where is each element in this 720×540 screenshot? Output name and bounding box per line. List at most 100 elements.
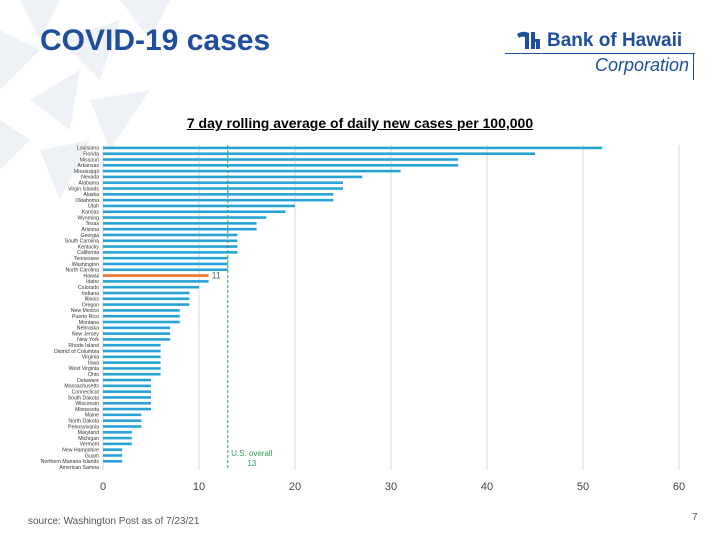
category-label: Virginia xyxy=(82,355,99,361)
category-label: Connecticut xyxy=(72,389,100,395)
category-label: West Virginia xyxy=(69,366,99,372)
bar xyxy=(103,361,161,364)
category-label: Illinois xyxy=(85,297,100,303)
bar xyxy=(103,164,459,167)
bank-of-hawaii-logo-icon xyxy=(517,31,540,49)
category-label: Kansas xyxy=(82,210,100,216)
category-label: Nevada xyxy=(81,175,99,181)
reference-line-value: 13 xyxy=(247,459,256,468)
category-label: District of Columbia xyxy=(54,349,99,355)
category-label: Texas xyxy=(85,221,99,227)
bar xyxy=(103,320,180,324)
bar xyxy=(103,187,343,190)
bar xyxy=(103,309,180,312)
source-note: source: Washington Post as of 7/23/21 xyxy=(28,516,200,527)
bar xyxy=(103,442,132,446)
bar xyxy=(103,303,190,306)
bar xyxy=(103,256,228,260)
category-label: Hawaii xyxy=(83,273,99,279)
category-label: Maine xyxy=(85,413,99,419)
category-label: South Dakota xyxy=(68,395,100,401)
logo-name: Bank of Hawaii xyxy=(547,30,683,51)
bar xyxy=(103,349,161,353)
background-star-decoration xyxy=(0,0,170,200)
category-label: Massachusetts xyxy=(64,384,99,390)
bar xyxy=(103,425,142,428)
category-label: Florida xyxy=(83,152,99,158)
category-label: Puerto Rico xyxy=(72,314,99,320)
bar xyxy=(103,390,151,393)
reference-line-label: U.S. overall xyxy=(231,449,273,458)
bar xyxy=(103,175,363,179)
bar xyxy=(103,158,459,161)
category-label: Nebraska xyxy=(77,326,99,332)
bar xyxy=(103,314,180,318)
category-label: Louisiana xyxy=(77,146,99,152)
bar xyxy=(103,280,209,283)
bar xyxy=(103,233,238,237)
category-label: Arizona xyxy=(81,227,99,233)
bar xyxy=(103,436,132,440)
bar xyxy=(103,332,171,335)
bar xyxy=(103,291,190,295)
category-label: Oklahoma xyxy=(75,198,99,204)
bar xyxy=(103,355,161,359)
highlight-value-label: 11 xyxy=(212,271,221,281)
category-label: Rhode Island xyxy=(68,343,99,349)
category-label: California xyxy=(77,250,99,256)
bar xyxy=(103,146,603,150)
x-tick-label: 20 xyxy=(289,481,301,493)
category-label: Iowa xyxy=(88,360,99,366)
x-tick-label: 60 xyxy=(673,481,685,493)
bar xyxy=(103,419,142,422)
bar xyxy=(103,413,142,417)
category-label: New Mexico xyxy=(71,308,99,314)
bar xyxy=(103,367,161,370)
category-label: Indiana xyxy=(82,291,99,297)
bar xyxy=(103,326,171,330)
category-label: American Samoa xyxy=(59,465,99,471)
bar xyxy=(103,396,151,399)
category-label: Kentucky xyxy=(78,244,100,250)
category-label: Wyoming xyxy=(77,215,99,221)
bar xyxy=(103,210,286,214)
category-label: Oregon xyxy=(82,302,99,308)
bar xyxy=(103,285,199,289)
category-label: Wisconsin xyxy=(75,401,99,407)
logo-rule-vertical xyxy=(693,53,694,80)
logo-rule xyxy=(505,53,695,54)
category-label: Maryland xyxy=(78,430,99,436)
chart-title: 7 day rolling average of daily new cases… xyxy=(186,115,534,131)
category-label: Pennsylvania xyxy=(68,424,99,430)
category-label: Delaware xyxy=(77,378,99,384)
logo-subtitle: Corporation xyxy=(595,55,690,75)
bar xyxy=(103,181,343,185)
category-label: Colorado xyxy=(78,285,99,291)
bar xyxy=(103,262,228,266)
category-label: Idaho xyxy=(86,279,99,285)
bar xyxy=(103,251,238,254)
bar xyxy=(103,227,257,231)
category-label: New Hampshire xyxy=(62,447,99,453)
bar xyxy=(103,152,535,156)
x-tick-label: 50 xyxy=(577,481,589,493)
bar xyxy=(103,407,151,411)
bar xyxy=(103,216,267,219)
x-tick-label: 0 xyxy=(100,481,106,493)
category-label: North Carolina xyxy=(66,268,100,274)
category-label: Georgia xyxy=(81,233,100,239)
category-label: Alaska xyxy=(83,192,99,198)
category-label: New Jersey xyxy=(72,331,100,337)
category-label: Arkansas xyxy=(77,163,99,169)
category-label: North Dakota xyxy=(68,418,99,424)
x-tick-label: 10 xyxy=(193,481,205,493)
x-tick-label: 40 xyxy=(481,481,493,493)
category-label: Michigan xyxy=(78,436,99,442)
bar xyxy=(103,268,228,272)
bar xyxy=(103,198,334,202)
category-label: Guam xyxy=(85,453,99,459)
bar xyxy=(103,372,161,376)
page-number: 7 xyxy=(692,512,698,523)
x-tick-label: 30 xyxy=(385,481,397,493)
category-label: South Carolina xyxy=(65,239,99,245)
